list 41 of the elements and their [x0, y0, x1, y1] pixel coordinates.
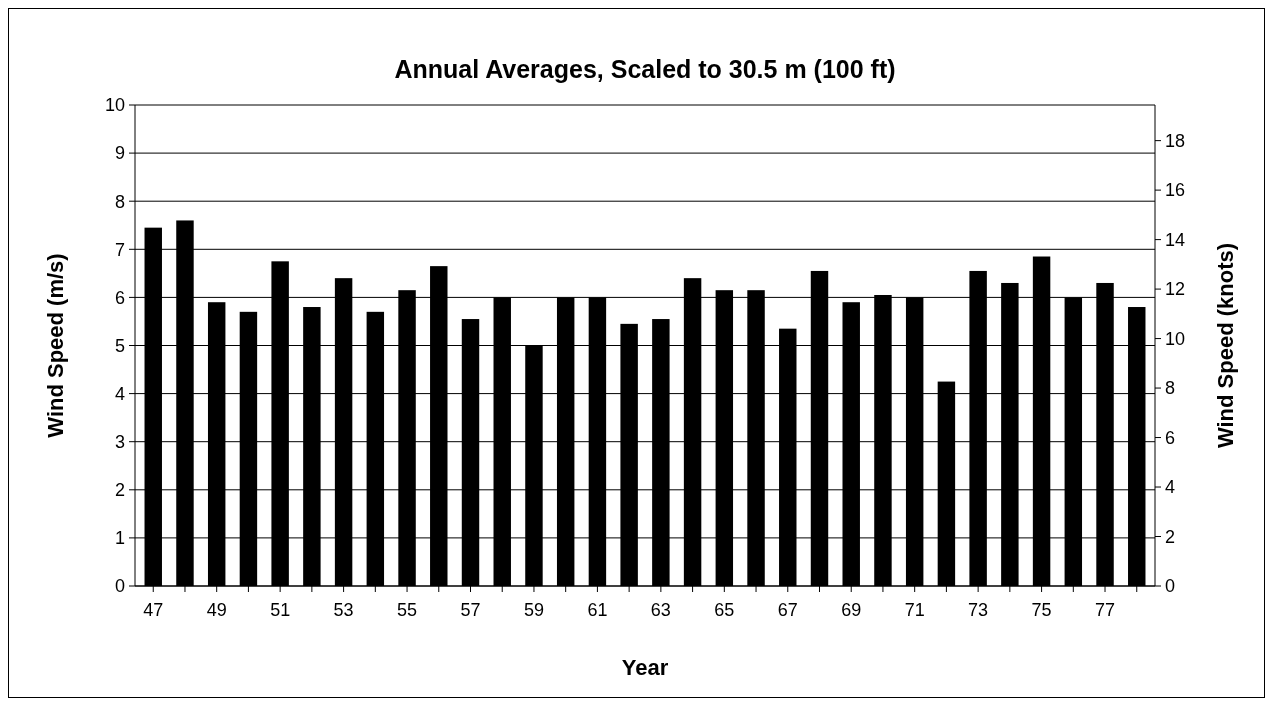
- x-tick-label: 77: [1095, 600, 1116, 620]
- x-tick-label: 57: [460, 600, 481, 620]
- x-tick-label: 61: [587, 600, 608, 620]
- y-axis-title: Wind Speed (m/s): [43, 253, 68, 438]
- x-tick-label: 67: [777, 600, 798, 620]
- y-tick-label: 3: [114, 432, 125, 452]
- x-tick-label: 69: [841, 600, 862, 620]
- y2-tick-label: 2: [1165, 526, 1176, 547]
- y-tick-label: 5: [114, 335, 125, 356]
- x-axis-title: Year: [621, 655, 669, 680]
- x-tick-label: 47: [143, 600, 164, 620]
- y-tick-label: 9: [114, 143, 125, 164]
- x-tick-label: 75: [1031, 600, 1052, 620]
- y2-tick-label: 12: [1165, 279, 1186, 300]
- y-tick-label: 1: [114, 528, 125, 549]
- y2-tick-label: 0: [1165, 576, 1176, 597]
- y2-axis-title: Wind Speed (knots): [1213, 242, 1238, 449]
- y-tick-label: 4: [114, 383, 125, 404]
- x-tick-label: 53: [333, 600, 354, 620]
- y2-tick-label: 18: [1165, 130, 1186, 151]
- x-tick-label: 59: [523, 600, 544, 620]
- x-tick-label: 49: [206, 600, 227, 620]
- x-tick-label: 55: [397, 600, 418, 620]
- x-tick-label: 63: [650, 600, 671, 620]
- y-tick-label: 10: [104, 95, 125, 116]
- y2-tick-label: 6: [1165, 427, 1176, 448]
- y-tick-label: 2: [114, 480, 125, 501]
- y-tick-label: 0: [114, 576, 125, 597]
- y2-tick-label: 10: [1165, 328, 1186, 349]
- y2-tick-label: 4: [1165, 477, 1176, 498]
- x-tick-label: 71: [904, 600, 925, 620]
- y2-tick-label: 8: [1165, 378, 1176, 399]
- y2-tick-label: 14: [1165, 229, 1186, 250]
- x-tick-label: 65: [714, 600, 735, 620]
- y-tick-label: 6: [114, 287, 125, 308]
- y-tick-label: 8: [114, 191, 125, 212]
- y2-tick-label: 16: [1165, 180, 1186, 201]
- x-tick-label: 73: [968, 600, 989, 620]
- chart-title: Annual Averages, Scaled to 30.5 m (100 ft): [394, 55, 896, 83]
- x-tick-label: 51: [270, 600, 291, 620]
- y-tick-label: 7: [114, 239, 125, 260]
